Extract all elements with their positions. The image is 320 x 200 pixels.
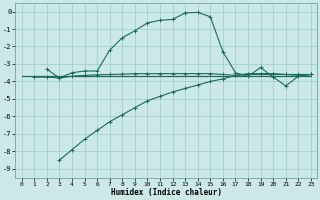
X-axis label: Humidex (Indice chaleur): Humidex (Indice chaleur) xyxy=(111,188,222,197)
